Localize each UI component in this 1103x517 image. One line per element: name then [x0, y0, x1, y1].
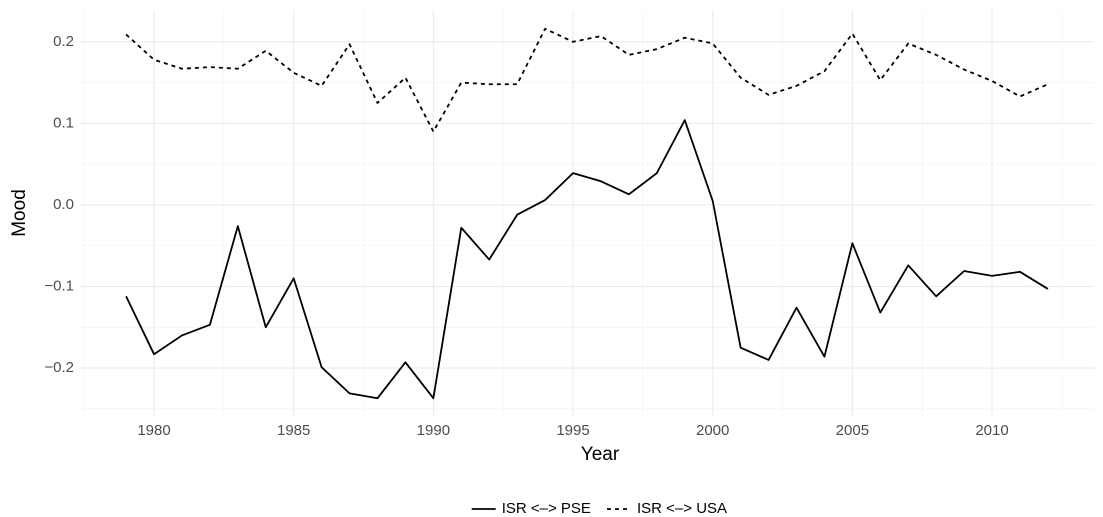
x-tick-label: 2005 [836, 422, 869, 439]
x-tick-label: 1985 [277, 422, 310, 439]
x-tick-label: 1980 [137, 422, 170, 439]
x-axis-title: Year [581, 444, 620, 465]
legend-text: ISR <–> PSE [502, 500, 591, 517]
y-tick-label: 0.0 [53, 196, 74, 213]
y-tick-label: −0.1 [44, 277, 74, 294]
legend-text: ISR <–> USA [637, 500, 727, 517]
x-tick-label: 1990 [417, 422, 450, 439]
data-line [125, 119, 1049, 400]
y-tick-label: −0.2 [44, 359, 74, 376]
x-tick-label: 2000 [696, 422, 729, 439]
y-axis-title: Mood [9, 189, 30, 237]
x-tick-label: 1995 [556, 422, 589, 439]
y-tick-label: 0.2 [53, 33, 74, 50]
data-line [125, 27, 1049, 133]
y-tick-label: 0.1 [53, 114, 74, 131]
x-tick-label: 2010 [975, 422, 1008, 439]
